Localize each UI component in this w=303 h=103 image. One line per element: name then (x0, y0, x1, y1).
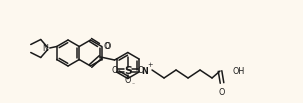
Text: O: O (104, 42, 110, 50)
Text: O: O (219, 88, 225, 97)
Text: N: N (42, 44, 48, 53)
Text: O: O (125, 76, 131, 85)
Text: N: N (141, 67, 148, 75)
Text: O: O (105, 42, 111, 51)
Text: ⁻: ⁻ (132, 84, 135, 88)
Text: OH: OH (232, 67, 244, 75)
Text: O: O (112, 66, 118, 75)
Text: O: O (138, 66, 144, 75)
Text: +: + (147, 62, 152, 68)
Text: S: S (124, 66, 132, 75)
